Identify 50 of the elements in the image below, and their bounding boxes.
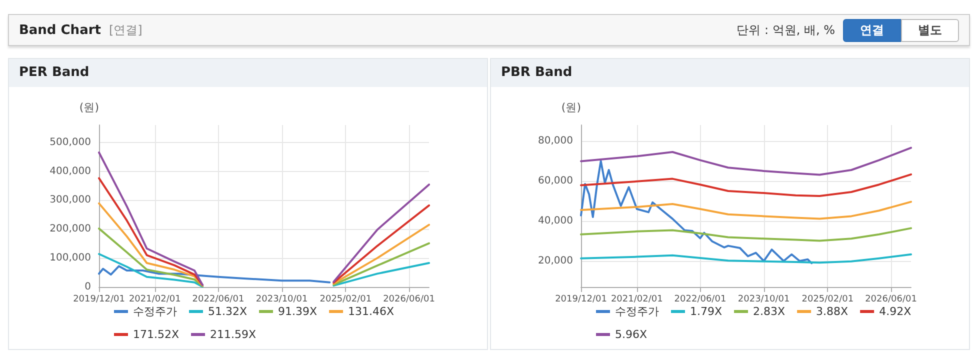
x-tick-label: 2019/12/01 bbox=[555, 294, 607, 304]
x-tick-label: 2025/02/01 bbox=[320, 294, 372, 304]
legend-label: 4.92X bbox=[879, 305, 912, 318]
legend-label: 211.59X bbox=[210, 328, 257, 341]
legend-label: 수정주가 bbox=[133, 305, 177, 318]
y-axis-title: (원) bbox=[561, 101, 581, 114]
legend-label: 51.32X bbox=[208, 305, 248, 318]
y-tick-label: 40,000 bbox=[538, 216, 573, 226]
line-series bbox=[580, 253, 912, 264]
text: Band Chart bbox=[19, 22, 101, 38]
legend-label: 3.88X bbox=[816, 305, 849, 318]
line-series bbox=[580, 160, 813, 264]
legend-label: 171.52X bbox=[133, 328, 180, 341]
line-series bbox=[580, 146, 912, 176]
y-tick-label: 0 bbox=[84, 282, 91, 292]
y-tick-label: 100,000 bbox=[50, 252, 91, 264]
legend-label: 131.46X bbox=[348, 305, 395, 318]
y-tick-label: 20,000 bbox=[538, 256, 573, 266]
y-tick-label: 60,000 bbox=[538, 176, 573, 186]
x-tick-label: 2023/10/01 bbox=[738, 294, 790, 304]
chart-title: PER Band bbox=[9, 59, 487, 87]
legend-label: 5.96X bbox=[615, 328, 648, 341]
legend-label: 수정주가 bbox=[615, 305, 659, 318]
chart-title: PBR Band bbox=[491, 59, 969, 87]
y-tick-label: 200,000 bbox=[50, 224, 91, 235]
x-tick-label: 2019/12/01 bbox=[73, 294, 125, 304]
legend-label: 91.39X bbox=[278, 305, 318, 318]
x-tick-label: 2026/06/01 bbox=[865, 294, 917, 304]
x-tick-label: 2022/06/01 bbox=[674, 294, 726, 304]
x-tick-label: 2021/02/01 bbox=[610, 294, 663, 304]
y-tick-label: 400,000 bbox=[50, 166, 91, 177]
legend-label: 1.79X bbox=[690, 305, 722, 318]
line-series bbox=[580, 200, 912, 220]
y-axis-title: (원) bbox=[79, 101, 99, 114]
y-tick-label: 80,000 bbox=[538, 136, 573, 146]
x-tick-label: 2025/02/01 bbox=[802, 294, 854, 304]
line-series bbox=[580, 173, 912, 197]
text: 별도 bbox=[901, 18, 959, 42]
y-tick-label: 500,000 bbox=[50, 136, 91, 148]
text: [연결] bbox=[108, 22, 142, 38]
y-tick-label: 300,000 bbox=[50, 194, 91, 206]
line-series bbox=[98, 265, 331, 284]
line-series bbox=[580, 227, 912, 242]
x-tick-label: 2026/06/01 bbox=[383, 294, 435, 304]
text: 단위 : 억원, 배, % bbox=[736, 22, 835, 38]
x-tick-label: 2022/06/01 bbox=[192, 294, 244, 304]
x-tick-label: 2023/10/01 bbox=[256, 294, 308, 304]
x-tick-label: 2021/02/01 bbox=[128, 294, 181, 304]
legend-label: 2.83X bbox=[753, 305, 786, 318]
text: 연결 bbox=[843, 18, 901, 42]
